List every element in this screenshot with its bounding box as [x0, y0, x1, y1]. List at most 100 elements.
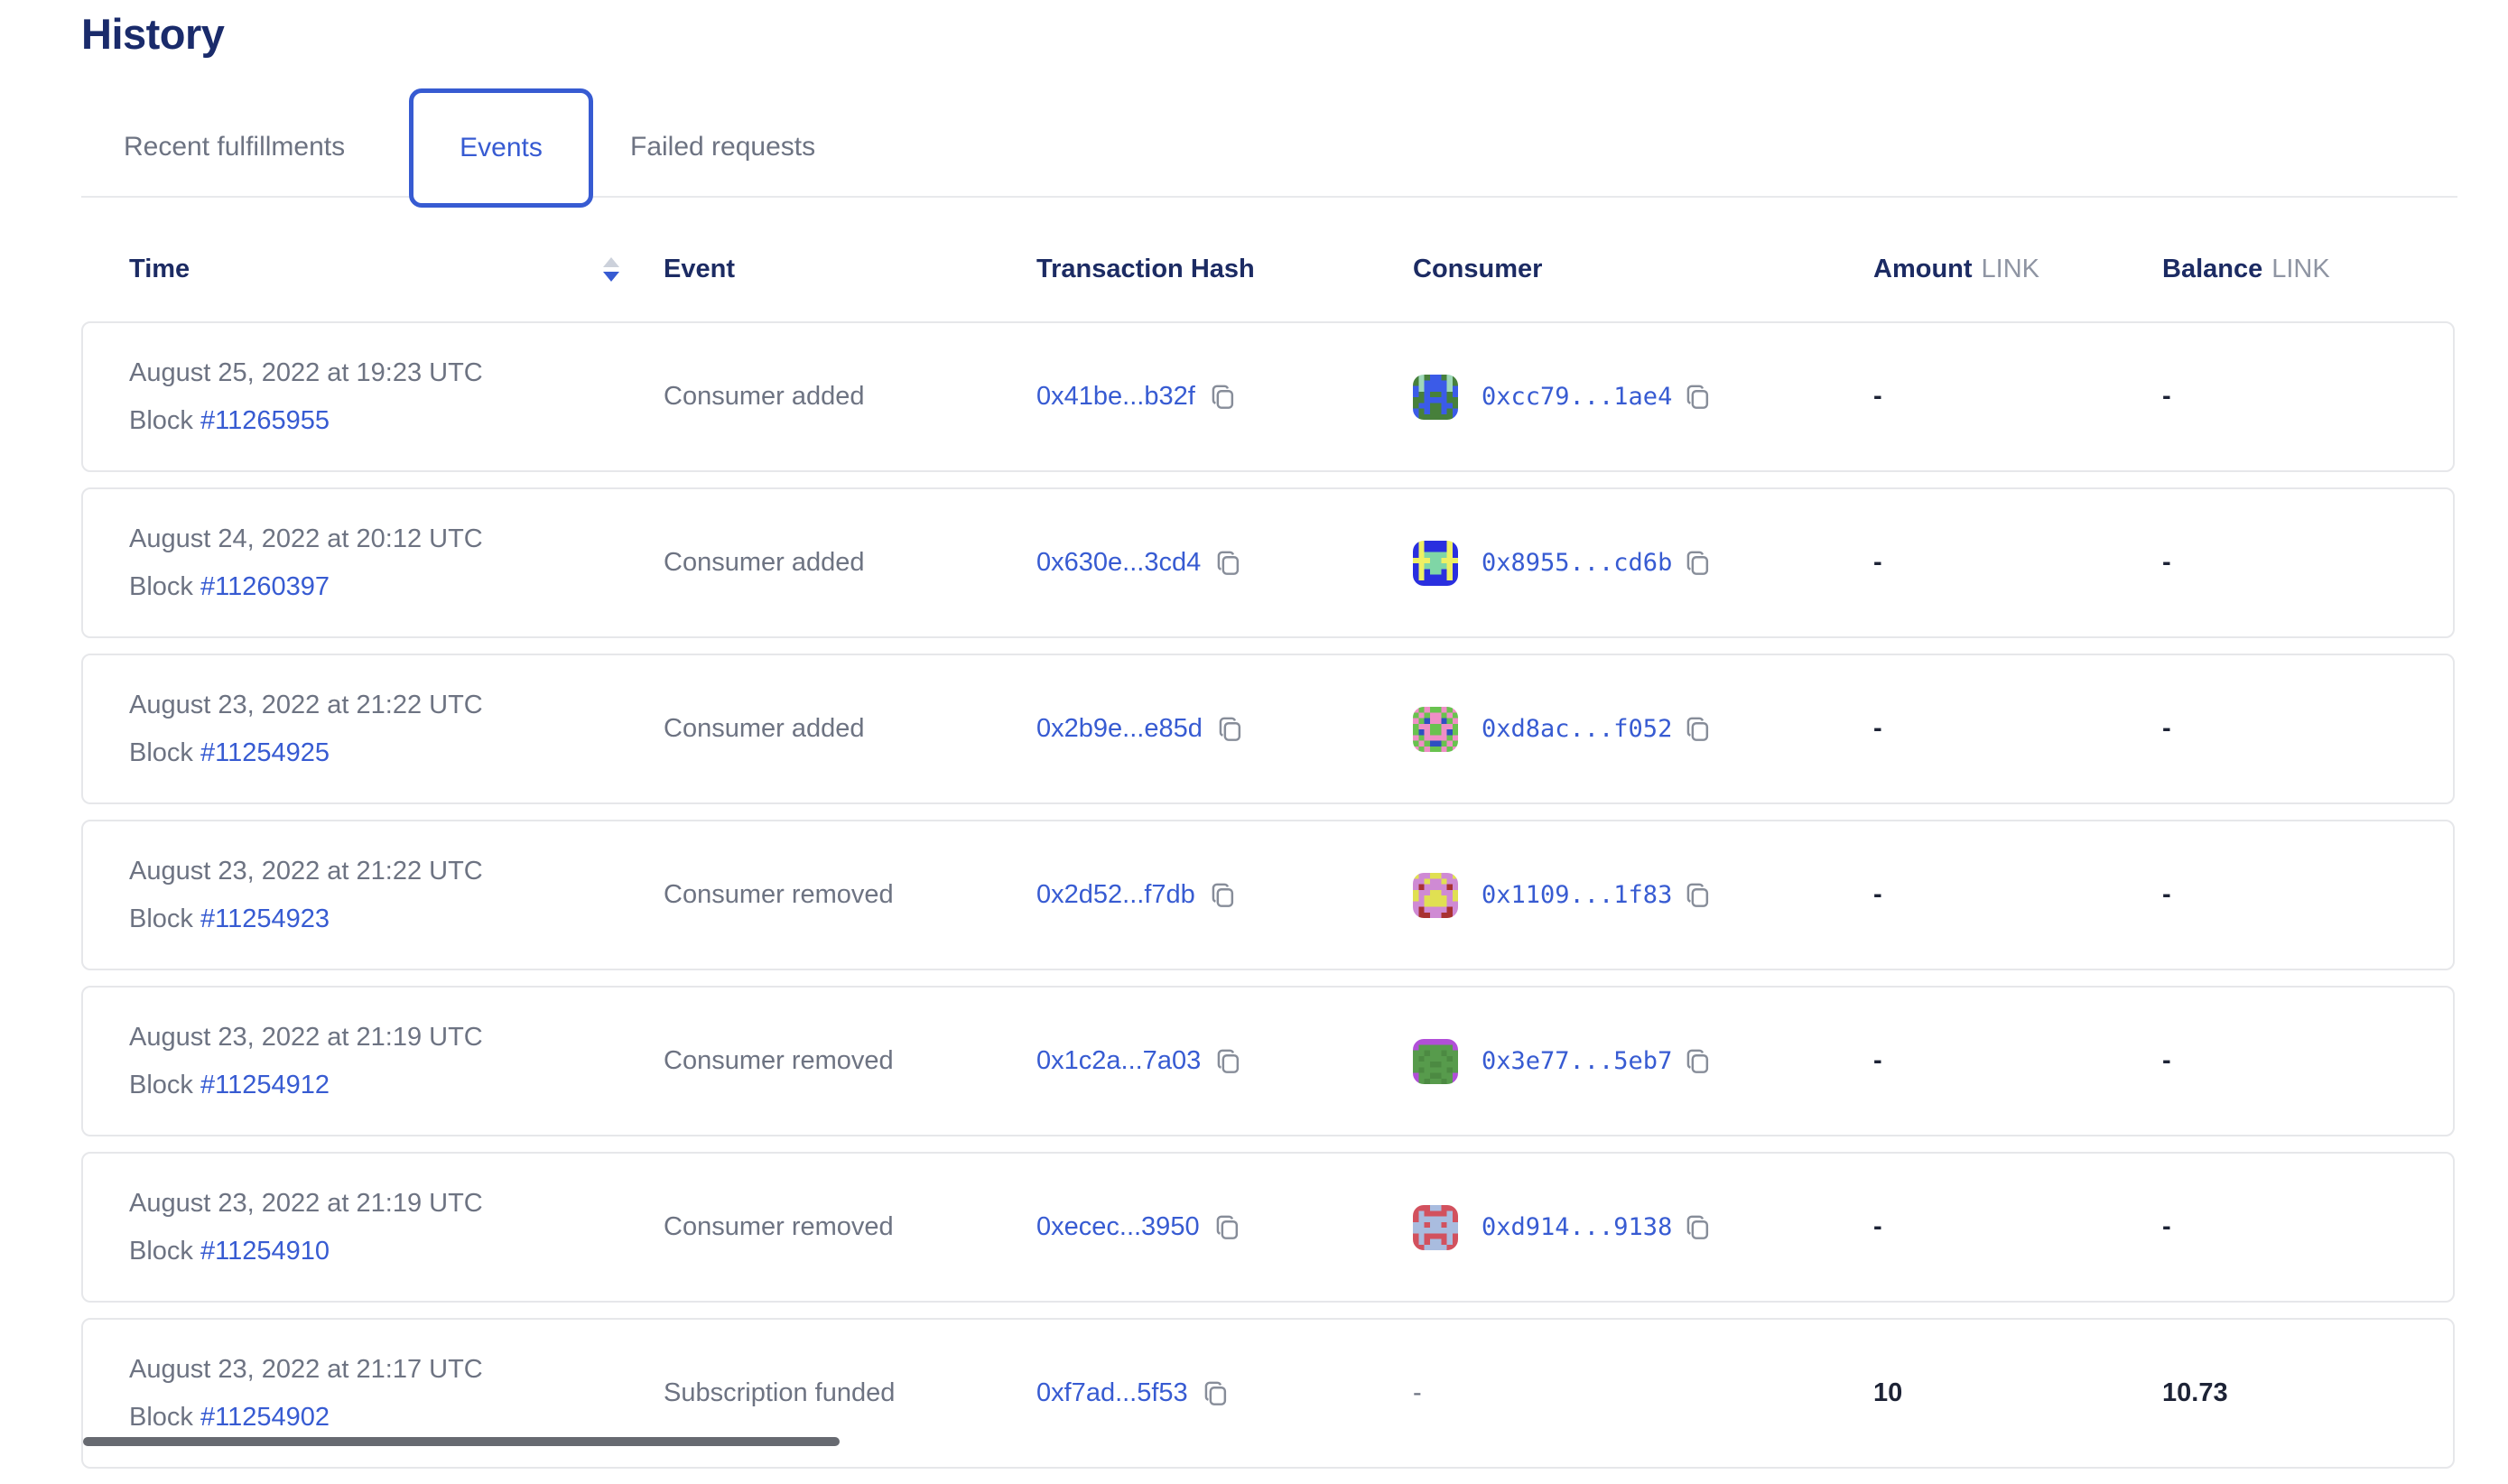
- transaction-hash-link[interactable]: 0xecec...3950: [1036, 1212, 1200, 1241]
- block-number-link[interactable]: #11254923: [200, 904, 330, 933]
- copy-icon[interactable]: [1214, 1213, 1241, 1242]
- consumer-address-link[interactable]: 0x1109...1f83: [1482, 881, 1673, 909]
- transaction-hash-link[interactable]: 0x1c2a...7a03: [1036, 1046, 1202, 1075]
- transaction-hash-link[interactable]: 0x41be...b32f: [1036, 382, 1195, 411]
- event-time-cell: August 23, 2022 at 21:22 UTC Block #1125…: [129, 691, 664, 767]
- transaction-hash-link[interactable]: 0x630e...3cd4: [1036, 548, 1202, 577]
- event-row: August 23, 2022 at 21:22 UTC Block #1125…: [81, 654, 2455, 804]
- column-header-amount: Amount LINK: [1873, 255, 2162, 284]
- transaction-hash-link[interactable]: 0xf7ad...5f53: [1036, 1378, 1188, 1407]
- event-row: August 25, 2022 at 19:23 UTC Block #1126…: [81, 321, 2455, 472]
- tab-failed-requests[interactable]: Failed requests: [630, 132, 816, 162]
- event-block: Block #11265955: [129, 405, 664, 435]
- event-row: August 24, 2022 at 20:12 UTC Block #1126…: [81, 487, 2455, 638]
- column-header-amount-label: Amount: [1873, 254, 1973, 283]
- consumer-address-link[interactable]: 0xd8ac...f052: [1482, 715, 1673, 743]
- event-time-cell: August 23, 2022 at 21:22 UTC Block #1125…: [129, 856, 664, 933]
- transaction-hash-link[interactable]: 0x2b9e...e85d: [1036, 714, 1203, 743]
- block-prefix-label: Block: [129, 737, 193, 767]
- consumer-address-link[interactable]: 0xd914...9138: [1482, 1213, 1673, 1241]
- consumer-cell: 0xd914...9138: [1413, 1204, 1873, 1250]
- column-header-consumer: Consumer: [1413, 254, 1543, 283]
- consumer-avatar-identicon: [1413, 374, 1458, 420]
- consumer-cell-content: 0xd8ac...f052: [1413, 706, 1712, 752]
- sort-ascending-arrow-icon: [603, 256, 619, 267]
- block-number-link[interactable]: #11254925: [200, 737, 330, 767]
- event-row: August 23, 2022 at 21:19 UTC Block #1125…: [81, 986, 2455, 1136]
- consumer-address-link[interactable]: 0x3e77...5eb7: [1482, 1047, 1673, 1075]
- balance-value: -: [2162, 1212, 2171, 1241]
- transaction-hash-cell: 0x2b9e...e85d: [1036, 714, 1413, 744]
- copy-icon[interactable]: [1685, 549, 1712, 578]
- event-type: Subscription funded: [664, 1378, 896, 1407]
- block-prefix-label: Block: [129, 405, 193, 435]
- copy-icon[interactable]: [1210, 383, 1237, 412]
- column-header-transaction-hash: Transaction Hash: [1036, 254, 1255, 283]
- amount-value: -: [1873, 880, 1882, 909]
- event-row: August 23, 2022 at 21:19 UTC Block #1125…: [81, 1152, 2455, 1303]
- copy-icon[interactable]: [1685, 881, 1712, 910]
- tab-recent-fulfillments[interactable]: Recent fulfillments: [124, 132, 346, 162]
- copy-icon[interactable]: [1685, 383, 1712, 412]
- event-block: Block #11254912: [129, 1071, 664, 1099]
- event-timestamp: August 23, 2022 at 21:19 UTC: [129, 1022, 483, 1052]
- copy-icon[interactable]: [1215, 1047, 1242, 1076]
- event-time-cell: August 23, 2022 at 21:19 UTC Block #1125…: [129, 1188, 664, 1266]
- event-block: Block #11254923: [129, 904, 664, 933]
- copy-icon[interactable]: [1210, 881, 1237, 910]
- column-header-time-label: Time: [129, 254, 190, 283]
- amount-value: -: [1873, 382, 1882, 411]
- event-timestamp: August 23, 2022 at 21:19 UTC: [129, 1188, 483, 1218]
- block-number-link[interactable]: #11254912: [200, 1070, 330, 1099]
- consumer-cell: -: [1413, 1378, 1873, 1408]
- transaction-hash-link[interactable]: 0x2d52...f7db: [1036, 880, 1195, 909]
- event-time-cell: August 24, 2022 at 20:12 UTC Block #1126…: [129, 524, 664, 601]
- block-prefix-label: Block: [129, 1070, 193, 1099]
- consumer-cell-content: 0x8955...cd6b: [1413, 540, 1712, 586]
- balance-value: -: [2162, 880, 2171, 909]
- block-prefix-label: Block: [129, 904, 193, 933]
- copy-icon[interactable]: [1685, 1213, 1712, 1242]
- sort-descending-icon[interactable]: [603, 256, 619, 282]
- event-type: Consumer removed: [664, 880, 894, 909]
- event-timestamp: August 24, 2022 at 20:12 UTC: [129, 524, 483, 553]
- balance-value: -: [2162, 382, 2171, 411]
- transaction-hash-cell: 0x41be...b32f: [1036, 382, 1413, 412]
- event-row: August 23, 2022 at 21:22 UTC Block #1125…: [81, 820, 2455, 970]
- consumer-cell: 0x1109...1f83: [1413, 872, 1873, 918]
- copy-icon[interactable]: [1685, 1047, 1712, 1076]
- copy-icon[interactable]: [1685, 715, 1712, 744]
- block-number-link[interactable]: #11265955: [200, 405, 330, 435]
- horizontal-scrollbar-thumb[interactable]: [83, 1437, 840, 1446]
- copy-icon[interactable]: [1217, 715, 1244, 744]
- column-header-time[interactable]: Time: [129, 255, 664, 284]
- event-timestamp: August 25, 2022 at 19:23 UTC: [129, 357, 483, 387]
- sort-descending-arrow-icon: [603, 271, 619, 282]
- column-header-balance: Balance LINK: [2162, 255, 2419, 284]
- event-timestamp: August 23, 2022 at 21:22 UTC: [129, 856, 483, 886]
- event-block: Block #11260397: [129, 571, 664, 601]
- tab-events[interactable]: Events: [409, 88, 593, 208]
- event-type: Consumer added: [664, 382, 865, 411]
- event-timestamp: August 23, 2022 at 21:17 UTC: [129, 1354, 483, 1384]
- consumer-address-link[interactable]: 0xcc79...1ae4: [1482, 383, 1673, 411]
- event-type: Consumer removed: [664, 1046, 894, 1075]
- transaction-hash-cell: 0xf7ad...5f53: [1036, 1378, 1413, 1408]
- copy-icon[interactable]: [1203, 1379, 1230, 1408]
- block-number-link[interactable]: #11260397: [200, 571, 330, 601]
- subscription-history-page: History Recent fulfillments Events Faile…: [81, 0, 2465, 1469]
- event-time-cell: August 25, 2022 at 19:23 UTC Block #1126…: [129, 357, 664, 435]
- balance-value: -: [2162, 714, 2171, 743]
- consumer-cell-content: 0x3e77...5eb7: [1413, 1038, 1712, 1084]
- event-type: Consumer added: [664, 714, 865, 743]
- copy-icon[interactable]: [1215, 549, 1242, 578]
- column-header-balance-label: Balance: [2162, 254, 2263, 283]
- balance-unit-label: LINK: [2271, 254, 2330, 283]
- consumer-address-link[interactable]: 0x8955...cd6b: [1482, 549, 1673, 577]
- transaction-hash-cell: 0x630e...3cd4: [1036, 548, 1413, 578]
- block-number-link[interactable]: #11254902: [200, 1402, 330, 1432]
- event-type: Consumer removed: [664, 1212, 894, 1241]
- table-header: Time Event Transaction Hash Consumer Amo…: [81, 251, 2455, 287]
- block-number-link[interactable]: #11254910: [200, 1236, 330, 1266]
- amount-value: -: [1873, 714, 1882, 743]
